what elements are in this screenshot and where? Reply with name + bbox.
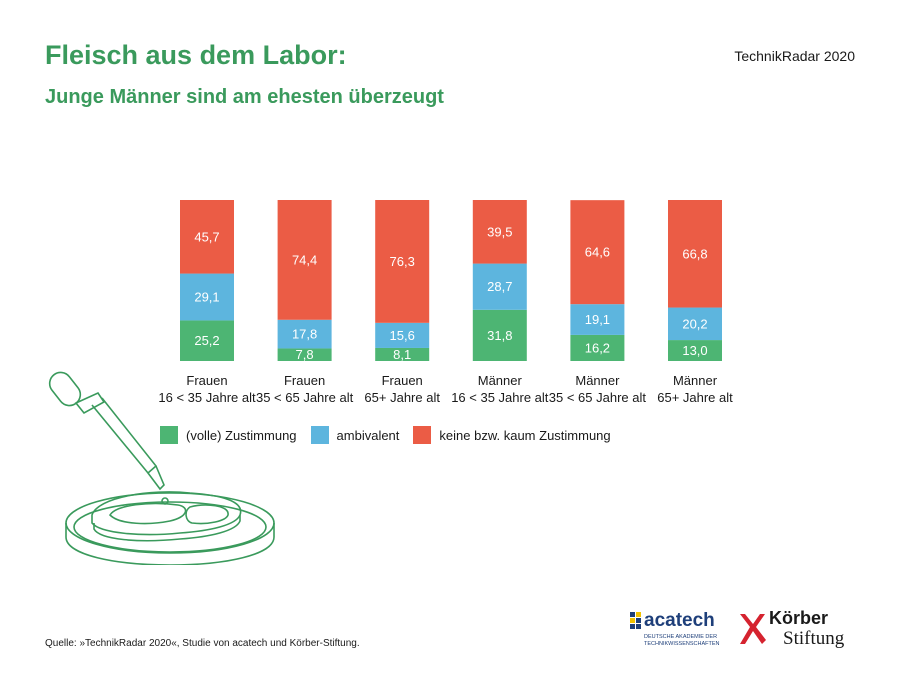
acatech-logo-subtitle: DEUTSCHE AKADEMIE DER TECHNIKWISSENSCHAF… xyxy=(644,634,720,647)
bar-segment-ambivalent-3 xyxy=(375,322,430,348)
bar-segment-keine-3 xyxy=(375,200,430,323)
data-label-zustimmung-3: 8,1 xyxy=(393,347,411,362)
bar-segment-zustimmung-4 xyxy=(472,309,527,361)
data-label-zustimmung-5: 16,2 xyxy=(585,340,610,355)
koerber-logo-mark-icon xyxy=(740,614,766,644)
bar-segment-ambivalent-4 xyxy=(472,263,527,310)
data-label-zustimmung-1: 25,2 xyxy=(194,333,219,348)
bar-segment-keine-6 xyxy=(668,200,722,308)
bar-segment-ambivalent-1 xyxy=(180,273,234,321)
category-label-2-line-1: Frauen xyxy=(284,373,325,388)
data-label-keine-6: 66,8 xyxy=(682,246,707,261)
bar-segment-zustimmung-2 xyxy=(277,348,332,361)
chart-title: Fleisch aus dem Labor: xyxy=(45,40,347,70)
data-label-zustimmung-6: 13,0 xyxy=(682,343,707,358)
brand-label: TechnikRadar 2020 xyxy=(734,48,855,64)
data-label-ambivalent-5: 19,1 xyxy=(585,312,610,327)
bar-segment-ambivalent-2 xyxy=(277,319,332,349)
bar-segment-zustimmung-5 xyxy=(570,334,625,361)
koerber-logo: Körber Stiftung xyxy=(737,608,867,658)
data-label-ambivalent-1: 29,1 xyxy=(194,290,219,305)
stacked-bar-chart: 25,2 29,1 45,7 Frauen 16 < 35 Jahre alt 7,8 17… xyxy=(158,200,733,405)
koerber-logo-subtext: Stiftung xyxy=(783,628,845,649)
data-label-keine-5: 64,6 xyxy=(585,245,610,260)
category-label-6-line-1: Männer xyxy=(673,373,718,388)
legend-item-keine: keine bzw. kaum Zustimmung xyxy=(413,426,611,444)
legend-label-keine: keine bzw. kaum Zustimmung xyxy=(439,427,611,443)
bar-segment-keine-1 xyxy=(180,200,234,274)
category-label-4-line-2: 16 < 35 Jahre alt xyxy=(451,390,549,405)
category-label-5-line-2: 35 < 65 Jahre alt xyxy=(549,390,647,405)
data-label-keine-4: 39,5 xyxy=(487,224,512,239)
source-note: Quelle: »TechnikRadar 2020«, Studie von … xyxy=(45,638,360,649)
acatech-logo: acatech DEUTSCHE AKADEMIE DER TECHNIKWIS… xyxy=(630,610,720,652)
category-label-3-line-1: Frauen xyxy=(382,373,423,388)
chart-legend: (volle) Zustimmung ambivalent keine bzw.… xyxy=(160,426,625,444)
bar-segment-zustimmung-1 xyxy=(180,320,234,361)
category-label-6-line-2: 65+ Jahre alt xyxy=(657,390,733,405)
legend-item-zustimmung: (volle) Zustimmung xyxy=(160,426,297,444)
data-label-zustimmung-4: 31,8 xyxy=(487,328,512,343)
data-label-ambivalent-4: 28,7 xyxy=(487,279,512,294)
petri-dish-pipette-illustration xyxy=(48,371,275,565)
bar-segment-keine-4 xyxy=(472,200,527,264)
legend-label-zustimmung: (volle) Zustimmung xyxy=(186,427,297,443)
data-label-keine-2: 74,4 xyxy=(292,252,317,267)
bar-segment-ambivalent-6 xyxy=(668,307,722,341)
acatech-logo-text: acatech xyxy=(644,610,715,631)
category-label-1-line-2: 16 < 35 Jahre alt xyxy=(158,390,256,405)
bar-segment-zustimmung-3 xyxy=(375,347,430,361)
data-label-zustimmung-2: 7,8 xyxy=(296,347,314,362)
bar-segment-ambivalent-5 xyxy=(570,304,625,335)
data-label-keine-3: 76,3 xyxy=(390,254,415,269)
bar-segment-keine-2 xyxy=(277,200,332,320)
legend-swatch-keine xyxy=(413,426,432,444)
category-label-5-line-1: Männer xyxy=(575,373,620,388)
legend-swatch-zustimmung xyxy=(160,426,178,444)
data-label-ambivalent-2: 17,8 xyxy=(292,327,317,342)
category-label-4-line-1: Männer xyxy=(478,373,523,388)
legend-label-ambivalent: ambivalent xyxy=(336,427,400,443)
bar-segment-keine-5 xyxy=(570,200,625,305)
acatech-logo-mark-icon xyxy=(630,612,641,629)
data-label-ambivalent-3: 15,6 xyxy=(390,328,415,343)
koerber-logo-text: Körber xyxy=(769,608,829,628)
data-label-keine-1: 45,7 xyxy=(194,229,219,244)
category-label-1-line-1: Frauen xyxy=(186,373,227,388)
legend-item-ambivalent: ambivalent xyxy=(310,426,400,444)
category-label-3-line-2: 65+ Jahre alt xyxy=(364,390,440,405)
bar-segment-zustimmung-6 xyxy=(668,340,722,361)
category-label-2-line-2: 35 < 65 Jahre alt xyxy=(256,390,354,405)
legend-swatch-ambivalent xyxy=(310,426,329,444)
data-label-ambivalent-6: 20,2 xyxy=(682,316,707,331)
chart-subtitle: Junge Männer sind am ehesten überzeugt xyxy=(45,86,444,108)
